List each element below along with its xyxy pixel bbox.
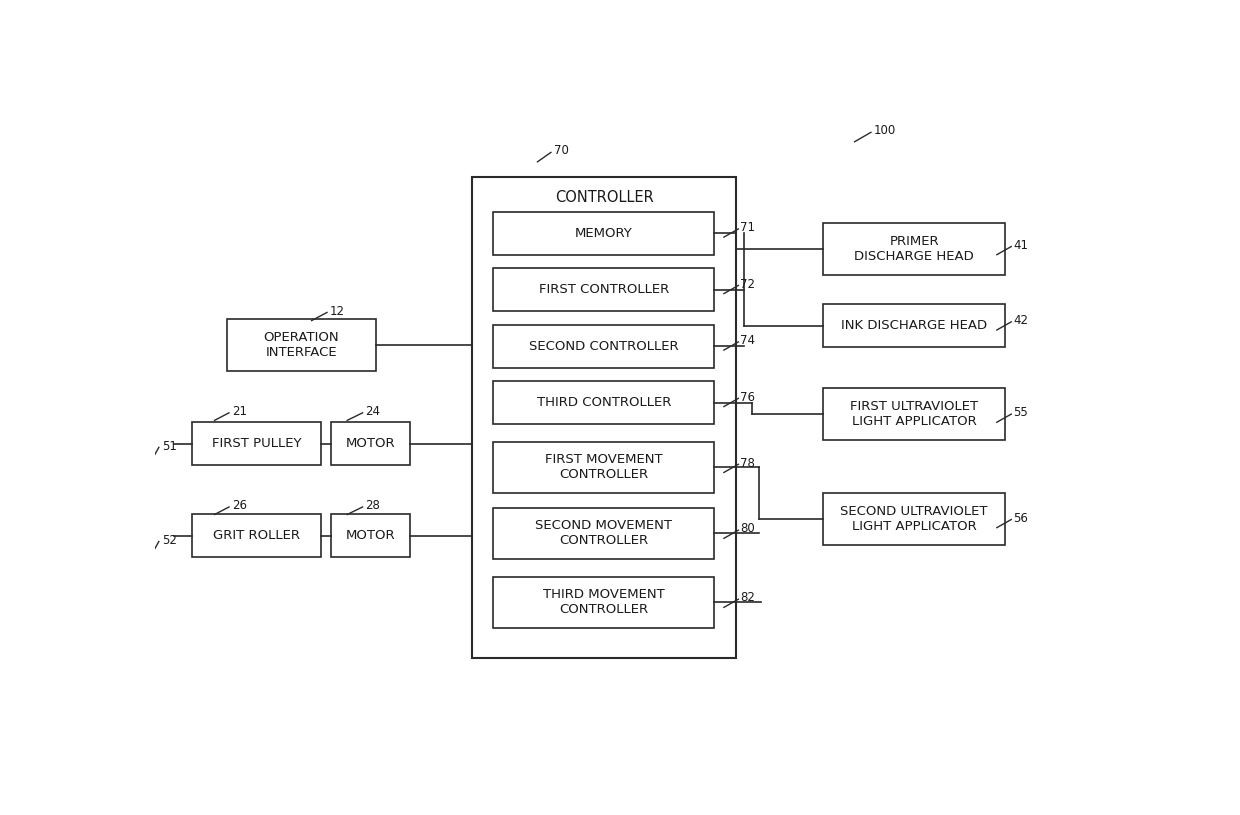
Bar <box>191 422 321 465</box>
Text: 28: 28 <box>366 500 381 512</box>
Bar <box>823 389 1006 440</box>
Text: GRIT ROLLER: GRIT ROLLER <box>213 529 300 542</box>
Bar <box>494 325 714 368</box>
Text: MOTOR: MOTOR <box>346 529 396 542</box>
Bar <box>227 319 376 371</box>
Bar <box>494 577 714 628</box>
Bar <box>331 422 409 465</box>
Text: SECOND MOVEMENT
CONTROLLER: SECOND MOVEMENT CONTROLLER <box>536 519 672 548</box>
Bar <box>823 223 1006 275</box>
Text: 52: 52 <box>161 534 176 547</box>
Text: 78: 78 <box>740 456 755 469</box>
Text: 21: 21 <box>232 405 247 418</box>
Text: 76: 76 <box>740 390 755 403</box>
Text: FIRST PULLEY: FIRST PULLEY <box>212 437 301 450</box>
Bar <box>191 514 321 557</box>
Text: 80: 80 <box>740 522 755 535</box>
Text: THIRD CONTROLLER: THIRD CONTROLLER <box>537 396 671 409</box>
Bar <box>494 508 714 559</box>
Bar <box>494 268 714 311</box>
Bar <box>472 178 737 658</box>
Text: SECOND ULTRAVIOLET
LIGHT APPLICATOR: SECOND ULTRAVIOLET LIGHT APPLICATOR <box>841 504 988 533</box>
Text: MOTOR: MOTOR <box>346 437 396 450</box>
Text: 42: 42 <box>1013 314 1028 327</box>
Bar <box>494 442 714 493</box>
Text: FIRST CONTROLLER: FIRST CONTROLLER <box>538 284 668 297</box>
Bar <box>494 381 714 424</box>
Text: OPERATION
INTERFACE: OPERATION INTERFACE <box>264 331 340 359</box>
Text: 41: 41 <box>1013 239 1028 252</box>
Text: 12: 12 <box>330 305 345 318</box>
Text: 55: 55 <box>1013 407 1028 420</box>
Text: INK DISCHARGE HEAD: INK DISCHARGE HEAD <box>841 319 987 332</box>
Bar <box>823 493 1006 544</box>
Bar <box>331 514 409 557</box>
Text: 74: 74 <box>740 334 755 347</box>
Bar <box>823 304 1006 347</box>
Text: 56: 56 <box>1013 512 1028 525</box>
Text: 72: 72 <box>740 278 755 291</box>
Text: SECOND CONTROLLER: SECOND CONTROLLER <box>529 340 678 353</box>
Text: 82: 82 <box>740 592 755 605</box>
Text: 26: 26 <box>232 500 247 512</box>
Text: FIRST ULTRAVIOLET
LIGHT APPLICATOR: FIRST ULTRAVIOLET LIGHT APPLICATOR <box>851 400 978 428</box>
Text: THIRD MOVEMENT
CONTROLLER: THIRD MOVEMENT CONTROLLER <box>543 588 665 616</box>
Text: PRIMER
DISCHARGE HEAD: PRIMER DISCHARGE HEAD <box>854 235 975 263</box>
Text: 70: 70 <box>554 144 569 157</box>
Text: 51: 51 <box>161 439 176 452</box>
Text: 71: 71 <box>740 221 755 234</box>
Text: 24: 24 <box>366 405 381 418</box>
Text: 100: 100 <box>874 124 897 137</box>
Text: MEMORY: MEMORY <box>575 227 632 240</box>
Text: CONTROLLER: CONTROLLER <box>554 190 653 205</box>
Bar <box>494 212 714 254</box>
Text: FIRST MOVEMENT
CONTROLLER: FIRST MOVEMENT CONTROLLER <box>544 453 662 482</box>
